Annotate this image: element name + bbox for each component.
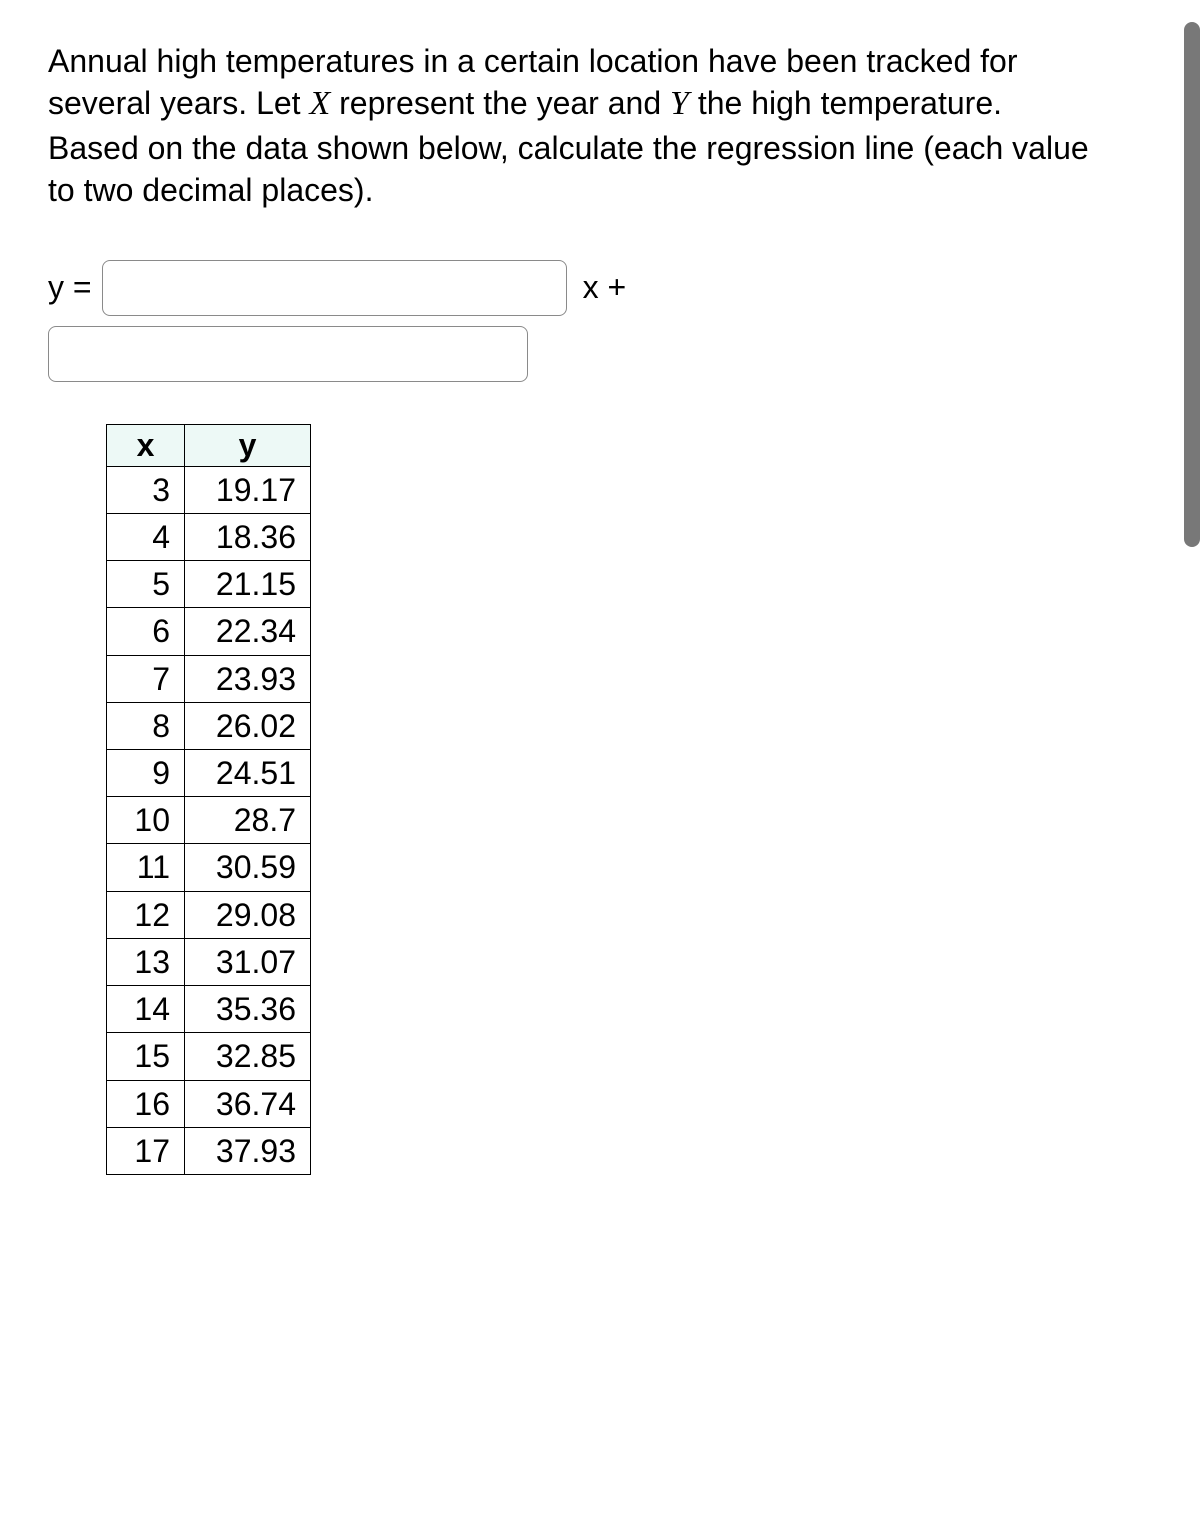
variable-x: X (309, 85, 330, 122)
cell-x: 8 (107, 702, 185, 749)
intercept-input[interactable] (48, 326, 528, 382)
cell-x: 6 (107, 608, 185, 655)
cell-x: 11 (107, 844, 185, 891)
scrollbar-track[interactable] (1180, 0, 1200, 570)
table-row: 1028.7 (107, 797, 311, 844)
cell-y: 23.93 (185, 655, 311, 702)
cell-y: 35.36 (185, 986, 311, 1033)
table-row: 1636.74 (107, 1080, 311, 1127)
cell-y: 32.85 (185, 1033, 311, 1080)
cell-x: 3 (107, 466, 185, 513)
equation-lhs: y = (48, 269, 92, 306)
cell-y: 31.07 (185, 938, 311, 985)
table-row: 418.36 (107, 513, 311, 560)
cell-x: 10 (107, 797, 185, 844)
cell-y: 28.7 (185, 797, 311, 844)
cell-x: 9 (107, 749, 185, 796)
equation-after-slope: x + (583, 269, 627, 306)
table-row: 1229.08 (107, 891, 311, 938)
cell-y: 18.36 (185, 513, 311, 560)
table-row: 1331.07 (107, 938, 311, 985)
cell-x: 5 (107, 561, 185, 608)
cell-y: 22.34 (185, 608, 311, 655)
cell-y: 19.17 (185, 466, 311, 513)
table-body: 319.17418.36521.15622.34723.93826.02924.… (107, 466, 311, 1175)
table-row: 1737.93 (107, 1127, 311, 1174)
equation-row-1: y = x + (48, 260, 1160, 316)
slope-input[interactable] (102, 260, 567, 316)
cell-x: 4 (107, 513, 185, 560)
cell-x: 14 (107, 986, 185, 1033)
table-row: 1532.85 (107, 1033, 311, 1080)
table-row: 723.93 (107, 655, 311, 702)
table-header-row: x y (107, 424, 311, 466)
prompt-text-2: represent the year and (330, 85, 670, 121)
cell-x: 12 (107, 891, 185, 938)
table-row: 1435.36 (107, 986, 311, 1033)
variable-y: Y (670, 85, 689, 122)
table-header-y: y (185, 424, 311, 466)
cell-x: 16 (107, 1080, 185, 1127)
table-row: 826.02 (107, 702, 311, 749)
cell-y: 37.93 (185, 1127, 311, 1174)
data-table: x y 319.17418.36521.15622.34723.93826.02… (106, 424, 311, 1176)
cell-y: 26.02 (185, 702, 311, 749)
table-row: 924.51 (107, 749, 311, 796)
scrollbar-thumb[interactable] (1184, 22, 1200, 547)
table-row: 622.34 (107, 608, 311, 655)
table-row: 521.15 (107, 561, 311, 608)
equation-area: y = x + (48, 260, 1160, 382)
cell-x: 15 (107, 1033, 185, 1080)
cell-y: 36.74 (185, 1080, 311, 1127)
cell-y: 21.15 (185, 561, 311, 608)
cell-x: 17 (107, 1127, 185, 1174)
question-prompt: Annual high temperatures in a certain lo… (48, 40, 1098, 212)
cell-x: 7 (107, 655, 185, 702)
table-header-x: x (107, 424, 185, 466)
table-row: 319.17 (107, 466, 311, 513)
cell-y: 29.08 (185, 891, 311, 938)
cell-y: 24.51 (185, 749, 311, 796)
cell-x: 13 (107, 938, 185, 985)
table-row: 1130.59 (107, 844, 311, 891)
cell-y: 30.59 (185, 844, 311, 891)
